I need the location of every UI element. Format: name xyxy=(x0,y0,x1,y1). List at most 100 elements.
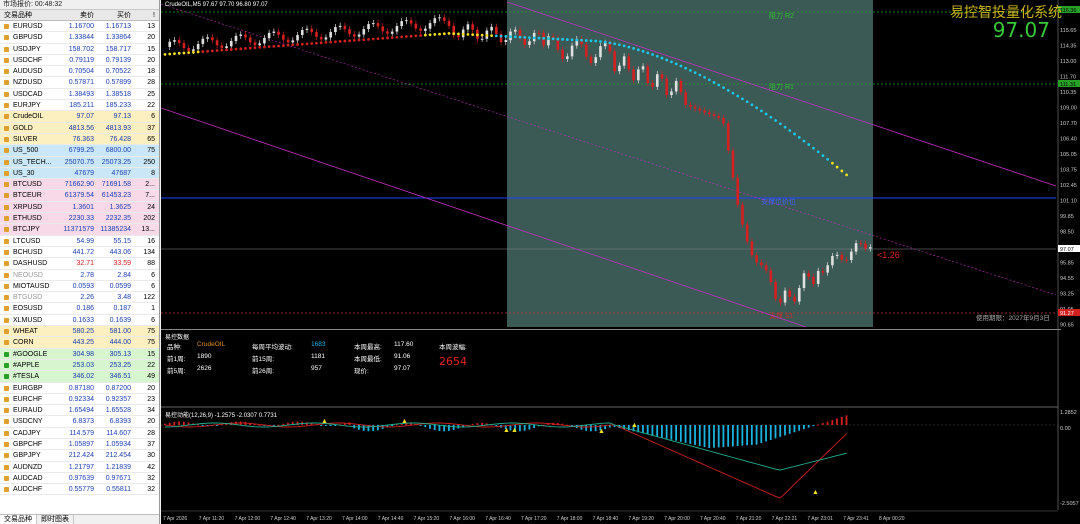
watchlist-row[interactable]: GOLD 4813.56 4813.93 37 xyxy=(0,122,159,134)
ask-cell: 581.00 xyxy=(109,328,131,336)
bid-cell: 1.3601 xyxy=(72,203,94,211)
ma-dot xyxy=(627,45,631,49)
momentum-bar xyxy=(329,425,332,426)
watchlist-row[interactable]: BTCEUR 61379.54 61453.23 7... xyxy=(0,190,159,202)
ma-dot xyxy=(750,103,754,107)
watchlist-row[interactable]: AUDUSD 0.70504 0.70522 18 xyxy=(0,66,159,78)
price-tag-current xyxy=(1058,245,1080,252)
watchlist-row[interactable]: WHEAT 580.25 581.00 75 xyxy=(0,326,159,338)
spread-cell: 15 xyxy=(147,45,155,53)
watchlist-row[interactable]: EURUSD 1.16700 1.16713 13 xyxy=(0,21,159,33)
watchlist-row[interactable]: EURJPY 185.211 185.233 22 xyxy=(0,100,159,112)
tab-charts[interactable]: 即时图表 xyxy=(37,515,74,524)
header-bid[interactable]: 卖价 xyxy=(80,12,94,19)
candle-body xyxy=(518,29,522,38)
bid-cell: 0.57871 xyxy=(68,79,94,87)
ask-cell: 158.717 xyxy=(105,45,131,53)
watchlist-row[interactable]: BTCUSD 71662.90 71691.58 2... xyxy=(0,179,159,191)
watchlist-row[interactable]: #TESLA 346.02 346.51 49 xyxy=(0,371,159,383)
watchlist-row[interactable]: SILVER 76.363 76.428 65 xyxy=(0,133,159,146)
candle-body xyxy=(660,74,664,79)
candle-body xyxy=(348,29,351,35)
chart-window[interactable]: 阻力 R2 阻力 R1 支撑位价位 支撑 S1 <1.26 使用期限：2027年9月3日 1… xyxy=(161,0,1080,524)
candle-body xyxy=(201,38,205,44)
watchlist-row[interactable]: CrudeOIL 97.07 97.13 6 xyxy=(0,111,159,123)
spread-cell: 75 xyxy=(147,147,155,155)
watchlist-row[interactable]: NEOUSD 2.78 2.84 6 xyxy=(0,270,159,281)
watchlist-row[interactable]: #GOOGLE 304.98 305.13 15 xyxy=(0,348,159,360)
candle-body xyxy=(599,46,602,58)
momentum-bar xyxy=(424,425,427,428)
symbol-cell: GBPCHF xyxy=(0,439,60,449)
candle-body xyxy=(329,32,332,38)
ma-dot xyxy=(206,49,209,53)
watchlist-row[interactable]: EURAUD 1.65494 1.65528 34 xyxy=(0,405,159,417)
spread-cell: 20 xyxy=(147,384,155,392)
ask-cell: 2232.35 xyxy=(105,215,131,223)
ma-dot xyxy=(485,33,489,37)
watchlist-row[interactable]: US_500 6799.25 6800.00 75 xyxy=(0,145,159,157)
candle-body xyxy=(239,34,243,36)
time-tick: 8 Apr 00:20 xyxy=(879,516,905,522)
watchlist-row[interactable]: US_TECH... 25070.75 25073.25 250 xyxy=(0,156,159,168)
watchlist-row[interactable]: BTGUSD 2.26 3.48 122 xyxy=(0,292,159,304)
header-symbol[interactable]: 交易品种 xyxy=(4,12,32,19)
watchlist-row[interactable]: XLMUSD 0.1633 0.1639 6 xyxy=(0,315,159,327)
ma-dot xyxy=(471,33,475,37)
watchlist-row[interactable]: BTCJPY 11371579 11385234 13... xyxy=(0,224,159,236)
momentum-bar xyxy=(755,425,758,445)
watchlist-row[interactable]: USDCNY 6.8373 6.8393 20 xyxy=(0,416,159,428)
watchlist-row[interactable]: EURCHF 0.92334 0.92357 23 xyxy=(0,394,159,406)
ask-cell: 55.15 xyxy=(113,237,131,245)
watchlist-row[interactable]: LTCUSD 54.99 55.15 16 xyxy=(0,236,159,247)
ma-dot xyxy=(802,139,806,143)
ma-dot xyxy=(442,32,446,36)
watchlist-row[interactable]: AUDCAD 0.97639 0.97671 32 xyxy=(0,473,159,485)
candle-body xyxy=(282,34,285,40)
candle-body xyxy=(300,29,304,36)
bid-cell: 54.99 xyxy=(76,237,94,245)
watchlist-row[interactable]: USDJPY 158.702 158.717 15 xyxy=(0,44,159,55)
watchlist-row[interactable]: GBPUSD 1.33844 1.33864 20 xyxy=(0,32,159,44)
watchlist-row[interactable]: GBPCHF 1.05897 1.05934 37 xyxy=(0,439,159,451)
watchlist-row[interactable]: BCHUSD 441.72 443.06 134 xyxy=(0,247,159,259)
watchlist-row[interactable]: USDCHF 0.79119 0.79139 20 xyxy=(0,55,159,67)
ma-dot xyxy=(670,60,673,64)
watchlist-row[interactable]: GBPJPY 212.424 212.454 30 xyxy=(0,450,159,462)
spread-cell: 6 xyxy=(151,271,155,279)
watchlist-row[interactable]: AUDCHF 0.55779 0.55811 32 xyxy=(0,484,159,496)
channel-lower-line xyxy=(161,107,807,328)
watchlist-row[interactable]: EOSUSD 0.186 0.187 1 xyxy=(0,303,159,315)
candle-body xyxy=(589,56,593,63)
ma-dot xyxy=(334,40,337,44)
price-tag-bottom xyxy=(1058,309,1080,316)
watchlist-row[interactable]: DASHUSD 32.71 33.59 88 xyxy=(0,258,159,270)
watchlist-row[interactable]: USDCAD 1.38493 1.38518 25 xyxy=(0,89,159,101)
tab-symbols[interactable]: 交易品种 xyxy=(0,515,37,524)
signal-arrow-icon: ▲ xyxy=(511,427,518,434)
watchlist-row[interactable]: #APPLE 253.03 253.25 22 xyxy=(0,359,159,372)
watchlist-row[interactable]: MIOTAUSD 0.0593 0.0599 6 xyxy=(0,281,159,293)
symbol-cell: AUDNZD xyxy=(0,462,60,472)
candle-body xyxy=(263,38,266,44)
candle-body xyxy=(556,38,560,50)
momentum-bar xyxy=(561,423,564,425)
ma-dot xyxy=(589,39,593,43)
momentum-bar xyxy=(391,425,393,426)
bid-cell: 6799.25 xyxy=(68,147,94,155)
ma-dot xyxy=(641,49,645,53)
time-tick: 7 Apr 14:40 xyxy=(378,516,404,522)
watchlist-row[interactable]: EURGBP 0.87180 0.87200 20 xyxy=(0,383,159,394)
watchlist-row[interactable]: CORN 443.25 444.00 75 xyxy=(0,337,159,349)
watchlist-row[interactable]: ETHUSD 2230.33 2232.35 202 xyxy=(0,213,159,225)
watchlist-row[interactable]: XRPUSD 1.3601 1.3625 24 xyxy=(0,201,159,214)
watchlist-row[interactable]: AUDNZD 1.21797 1.21839 42 xyxy=(0,462,159,473)
watchlist-row[interactable]: US_30 47679 47687 8 xyxy=(0,167,159,180)
header-ask[interactable]: 买价 xyxy=(117,12,131,19)
watchlist-row[interactable]: CADJPY 114.579 114.607 28 xyxy=(0,428,159,439)
ma-dot xyxy=(338,40,342,43)
candle-body xyxy=(343,25,347,30)
header-spread[interactable]: ! xyxy=(153,12,155,19)
watchlist-row[interactable]: NZDUSD 0.57871 0.57899 28 xyxy=(0,77,159,89)
